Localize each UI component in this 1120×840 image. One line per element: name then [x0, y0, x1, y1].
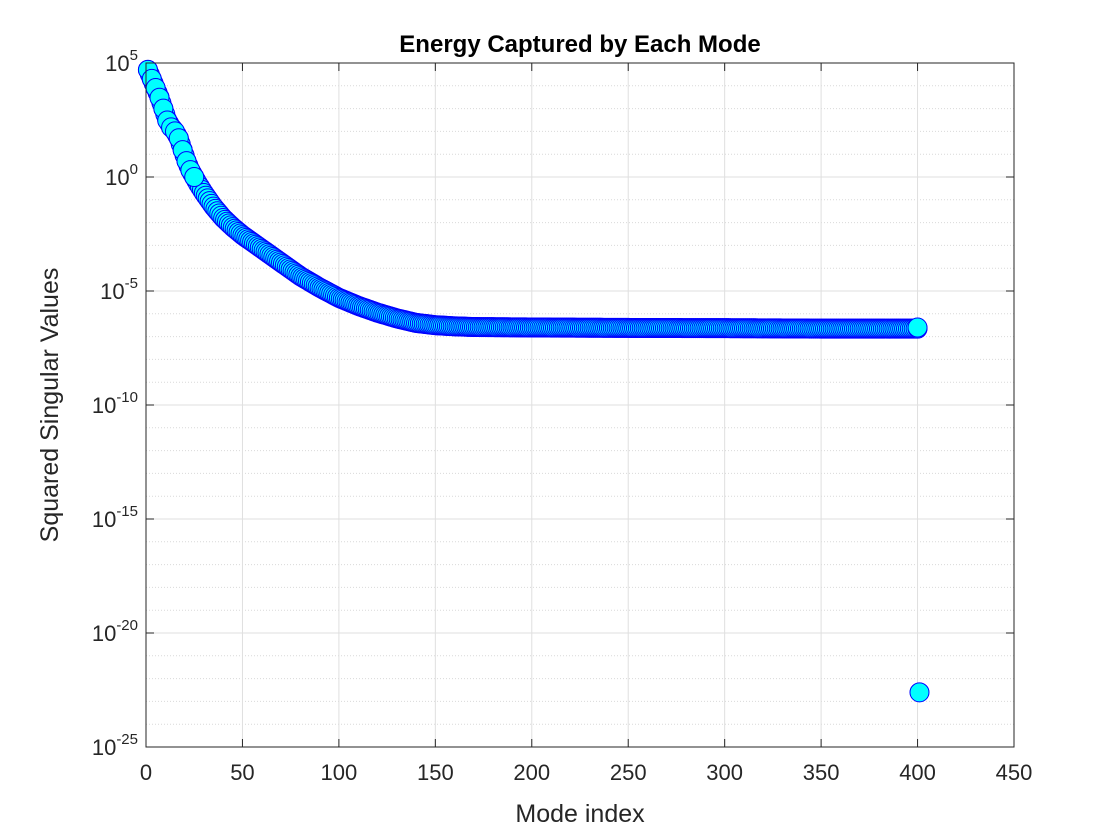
data-point [907, 317, 928, 338]
y-tick-label: 10-5 [100, 275, 138, 304]
data-points [137, 59, 930, 703]
y-tick-label: 105 [105, 47, 138, 76]
x-tick-label: 400 [899, 760, 936, 785]
y-tick-label: 10-25 [92, 731, 138, 760]
x-tick-label: 200 [513, 760, 550, 785]
y-tick-label: 10-15 [92, 503, 138, 532]
x-tick-label: 300 [706, 760, 743, 785]
data-point [184, 167, 205, 187]
x-tick-label: 150 [417, 760, 454, 785]
y-tick-label: 100 [105, 161, 138, 190]
x-tick-label: 250 [610, 760, 647, 785]
y-tick-label: 10-10 [92, 389, 138, 418]
x-tick-label: 350 [803, 760, 840, 785]
x-tick-label: 0 [140, 760, 152, 785]
x-ticks: 0 50 100 150 200 250 300 350 400 450 [140, 63, 1032, 785]
x-tick-label: 100 [321, 760, 358, 785]
y-tick-label: 10-20 [92, 617, 138, 646]
data-point [909, 682, 930, 703]
chart-title: Energy Captured by Each Mode [399, 31, 760, 58]
major-grid [146, 63, 1014, 747]
y-axis-label: Squared Singular Values [36, 268, 64, 543]
minor-grid [146, 85, 1014, 725]
x-tick-label: 50 [230, 760, 254, 785]
x-tick-label: 450 [996, 760, 1033, 785]
y-ticks: 105 100 10-5 10-10 10-15 10-20 10-25 [92, 47, 1014, 760]
x-axis-label: Mode index [515, 800, 645, 828]
